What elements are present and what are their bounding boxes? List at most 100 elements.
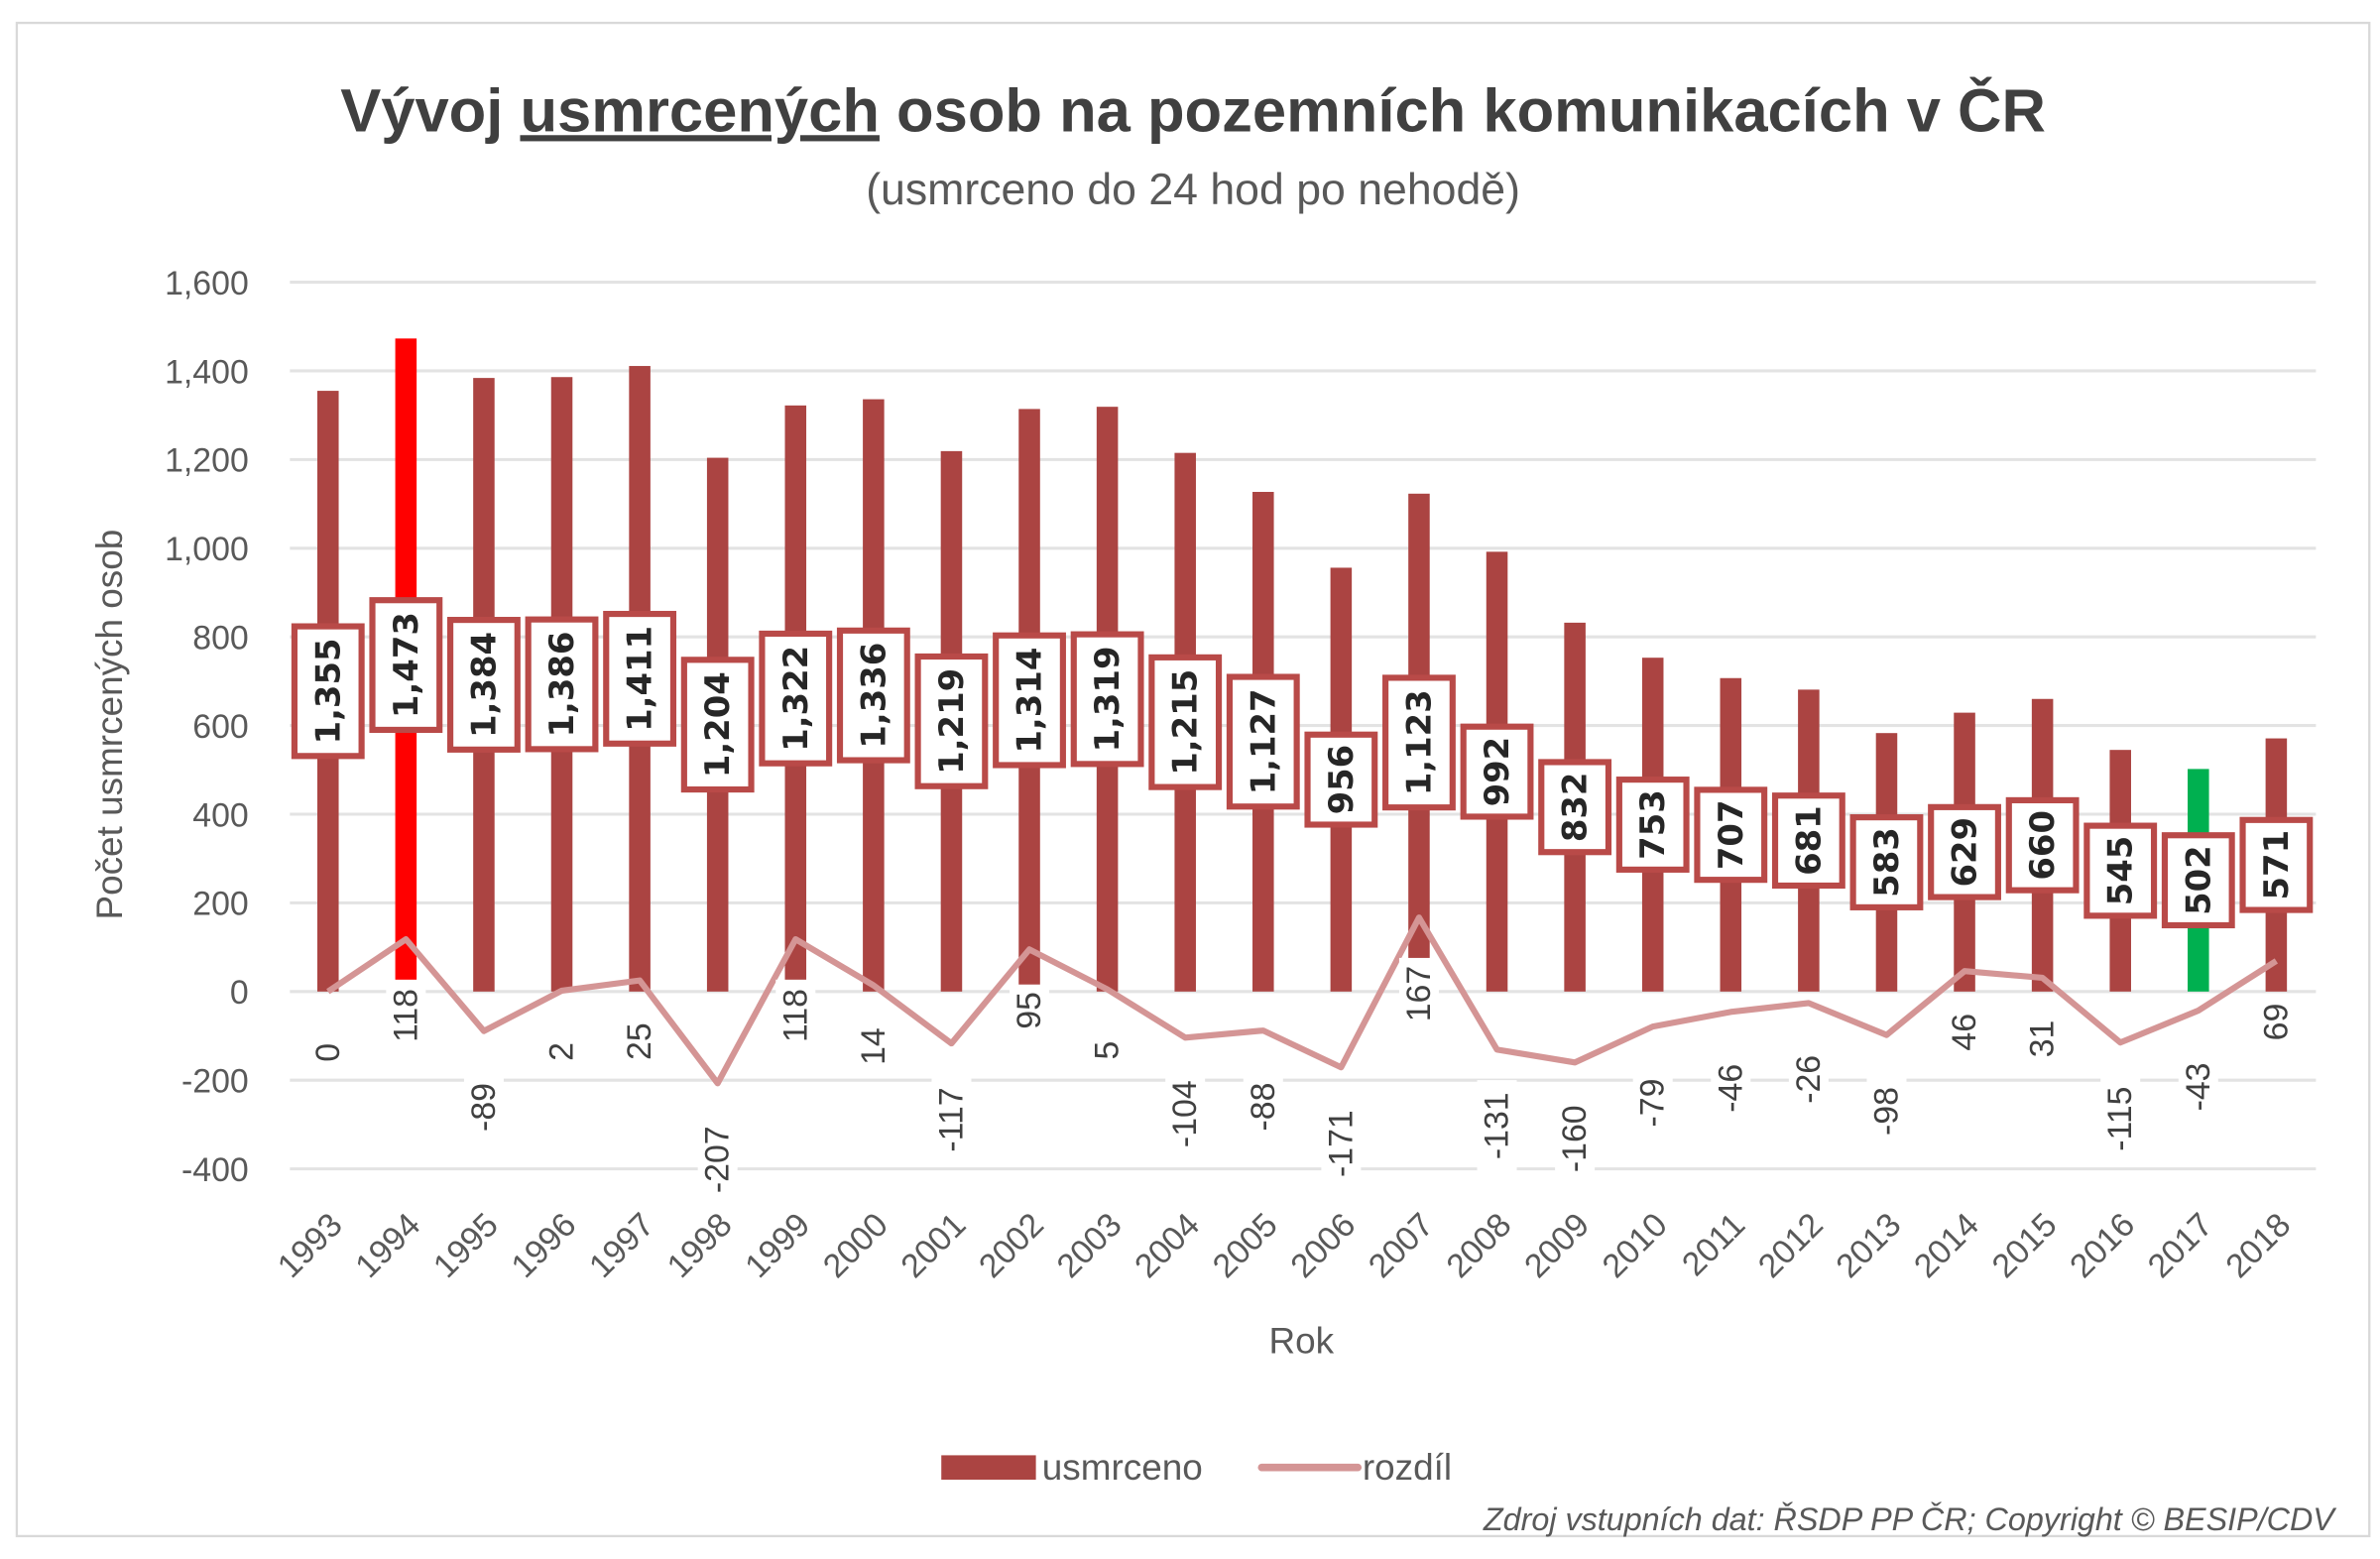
value-label-2002: 1,314 bbox=[1011, 648, 1049, 754]
difference-label-1993: 0 bbox=[309, 1043, 347, 1062]
value-label-box-1999 bbox=[759, 630, 833, 767]
difference-label-2010: -79 bbox=[1634, 1079, 1672, 1128]
difference-label-2009: -160 bbox=[1556, 1105, 1594, 1172]
value-label-2006: 956 bbox=[1322, 745, 1361, 815]
value-label-2003: 1,319 bbox=[1088, 646, 1127, 752]
difference-label-2015: 31 bbox=[2024, 1020, 2062, 1058]
difference-label-bg bbox=[541, 1035, 582, 1068]
legend-label-rozdil: rozdíl bbox=[1363, 1447, 1452, 1488]
value-label-2012: 681 bbox=[1789, 805, 1828, 876]
source-note: Zdroj vstupních dat: ŘSDP PP ČR; Copyrig… bbox=[1483, 1500, 2337, 1537]
difference-label-bg bbox=[1243, 1070, 1283, 1143]
difference-label-bg bbox=[1711, 1052, 1751, 1125]
value-label-box-2014 bbox=[1928, 803, 2001, 900]
difference-label-2018: 69 bbox=[2257, 1004, 2295, 1041]
value-label-1996: 1,386 bbox=[542, 632, 581, 738]
value-label-1993: 1,355 bbox=[308, 638, 347, 744]
value-label-box-1994 bbox=[369, 597, 443, 734]
difference-label-bg bbox=[1555, 1093, 1596, 1185]
gridlines bbox=[290, 281, 2317, 1171]
difference-label-2012: -26 bbox=[1790, 1055, 1828, 1104]
y-tick-label: 200 bbox=[192, 886, 248, 923]
difference-label-2002: 95 bbox=[1011, 992, 1048, 1029]
value-label-2016: 545 bbox=[2101, 836, 2140, 906]
difference-label-bg bbox=[775, 979, 816, 1052]
difference-label-1995: -89 bbox=[465, 1083, 503, 1132]
y-tick-label: 400 bbox=[192, 796, 248, 834]
difference-label-2005: -88 bbox=[1245, 1083, 1282, 1132]
value-label-2014: 629 bbox=[1946, 817, 1984, 888]
difference-label-bg bbox=[2256, 996, 2297, 1048]
value-label-2001: 1,219 bbox=[932, 668, 971, 775]
difference-label-1996: 2 bbox=[543, 1042, 581, 1061]
chart-subtitle: (usmrceno do 24 hod po nehodě) bbox=[866, 166, 1520, 214]
value-label-box-2000 bbox=[836, 627, 910, 764]
value-label-1997: 1,411 bbox=[621, 626, 659, 732]
value-label-1995: 1,384 bbox=[464, 632, 503, 738]
value-label-2005: 1,127 bbox=[1244, 688, 1282, 794]
difference-label-bg bbox=[1945, 1006, 1985, 1058]
value-label-box-2004 bbox=[1148, 654, 1223, 790]
y-tick-label: 1,000 bbox=[165, 531, 249, 568]
chart-title: Vývoj usmrcených osob na pozemních komun… bbox=[340, 76, 2046, 145]
y-tick-label: 1,600 bbox=[165, 265, 249, 302]
value-label-1994: 1,473 bbox=[387, 612, 425, 718]
difference-label-bg bbox=[620, 1016, 660, 1068]
y-tick-label: 800 bbox=[192, 619, 248, 657]
legend-label-usmrceno: usmrceno bbox=[1042, 1447, 1203, 1488]
value-label-2007: 1,123 bbox=[1399, 689, 1438, 795]
value-label-box-2015 bbox=[2005, 796, 2080, 894]
difference-label-bg bbox=[2178, 1050, 2218, 1124]
y-axis-ticks: -400 -200 0 200 400 600 800 1,000 1,200 1,400 1,60… bbox=[165, 265, 249, 1189]
value-label-box-2002 bbox=[993, 632, 1066, 769]
y-tick-label: -200 bbox=[181, 1063, 249, 1101]
difference-label-bg bbox=[931, 1073, 972, 1166]
difference-labels: 0 118 -89 2 25 -207 118 14 -117 95 5 -104 -88 -171 167… bbox=[307, 957, 2297, 1206]
difference-label-1994: 118 bbox=[387, 989, 424, 1042]
value-label-1999: 1,322 bbox=[776, 646, 815, 752]
y-tick-label: 0 bbox=[230, 974, 249, 1012]
y-tick-label: 1,200 bbox=[165, 442, 249, 480]
value-label-box-2012 bbox=[1771, 792, 1845, 890]
difference-label-bg bbox=[697, 1114, 738, 1206]
difference-label-2016: -115 bbox=[2101, 1087, 2139, 1151]
value-label-box-2003 bbox=[1070, 631, 1144, 768]
value-label-box-2006 bbox=[1304, 731, 1378, 828]
value-label-2010: 753 bbox=[1633, 789, 1672, 860]
value-label-box-2011 bbox=[1694, 786, 1768, 884]
value-label-box-2005 bbox=[1226, 673, 1300, 810]
difference-label-2006: -171 bbox=[1322, 1110, 1360, 1177]
difference-label-2013: -98 bbox=[1867, 1087, 1905, 1136]
difference-label-bg bbox=[1477, 1080, 1517, 1172]
difference-label-bg bbox=[1087, 1033, 1128, 1067]
difference-label-bg bbox=[1788, 1043, 1829, 1116]
value-label-box-2017 bbox=[2161, 832, 2235, 929]
difference-label-1997: 25 bbox=[621, 1022, 658, 1060]
difference-label-bg bbox=[1165, 1068, 1206, 1160]
value-label-box-2007 bbox=[1382, 674, 1456, 811]
difference-label-bg bbox=[463, 1071, 504, 1143]
value-label-box-2008 bbox=[1460, 723, 1534, 820]
difference-label-2008: -131 bbox=[1479, 1092, 1516, 1159]
value-label-box-2010 bbox=[1615, 777, 1690, 873]
difference-label-bg bbox=[1398, 957, 1439, 1030]
x-axis-title: Rok bbox=[1268, 1320, 1334, 1361]
value-label-box-1995 bbox=[447, 617, 521, 753]
difference-label-1998: -207 bbox=[699, 1126, 737, 1193]
y-tick-label: 600 bbox=[192, 708, 248, 746]
value-label-box-2013 bbox=[1849, 814, 1924, 910]
y-tick-label: -400 bbox=[181, 1151, 249, 1189]
difference-label-2017: -43 bbox=[2180, 1062, 2217, 1111]
difference-polyline bbox=[326, 914, 2279, 1087]
difference-line bbox=[326, 914, 2279, 1087]
difference-label-bg bbox=[1866, 1075, 1907, 1147]
difference-label-2011: -46 bbox=[1712, 1064, 1749, 1113]
value-label-2011: 707 bbox=[1712, 799, 1750, 870]
difference-label-bg bbox=[853, 1019, 893, 1073]
difference-label-bg bbox=[386, 979, 426, 1052]
legend: usmrceno rozdíl bbox=[941, 1447, 1452, 1488]
y-tick-label: 1,400 bbox=[165, 353, 249, 391]
difference-label-bg bbox=[1321, 1098, 1362, 1190]
value-label-box-2018 bbox=[2239, 816, 2314, 913]
value-label-box-1998 bbox=[680, 657, 755, 793]
